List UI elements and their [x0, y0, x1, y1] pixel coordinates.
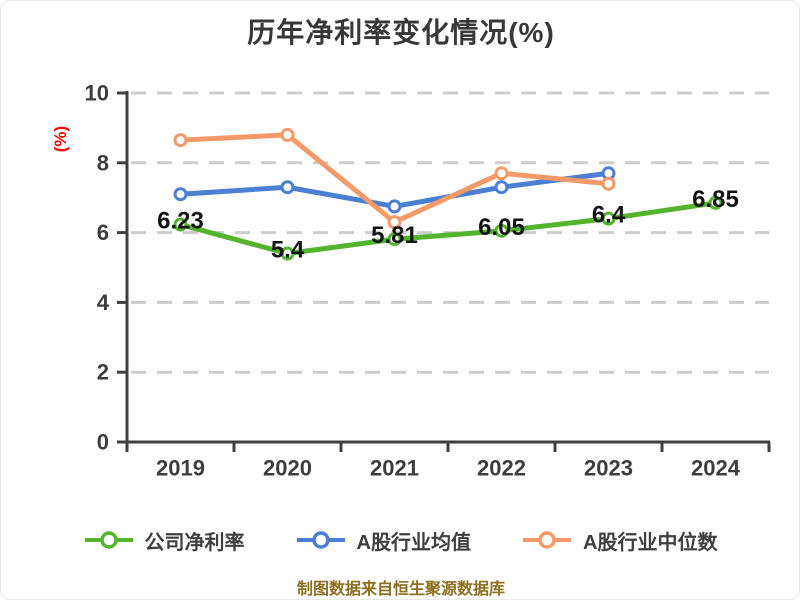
legend-item-label: A股行业中位数: [583, 531, 718, 554]
x-tick-label: 2020: [263, 456, 312, 481]
data-point-marker: [173, 217, 188, 232]
legend-item-company: 公司净利率: [84, 526, 245, 555]
legend-circle: [99, 531, 118, 549]
data-point-label: 6.4: [592, 202, 626, 229]
data-point-marker: [494, 223, 509, 238]
data-point-marker: [387, 215, 402, 230]
chart-title: 历年净利率变化情况(%): [247, 17, 555, 48]
data-point-marker: [387, 199, 402, 214]
series-line: [178, 200, 718, 257]
x-tick-label: 2024: [691, 456, 741, 481]
legend-item-label: 公司净利率: [144, 531, 245, 554]
data-point-marker: [708, 195, 723, 210]
legend: 公司净利率 A股行业均值 A股行业中位数: [1, 519, 799, 561]
data-point-marker: [601, 211, 616, 226]
data-point-label: 6.85: [692, 186, 739, 213]
line-marker-icon: [296, 531, 345, 549]
data-point-marker: [280, 246, 295, 261]
data-point-marker: [387, 232, 402, 247]
data-point-marker: [601, 176, 616, 191]
x-tick-label: 2022: [477, 456, 526, 481]
data-point-label: 5.81: [371, 222, 418, 249]
y-tick-label: 4: [97, 290, 110, 315]
y-tick-label: 0: [97, 430, 109, 455]
y-tick-label: 10: [85, 81, 109, 106]
y-tick-label: 6: [97, 220, 109, 245]
plot-area: 0 2 4 6 8 10 2019 2020 2021 2022 2023 2024 6.23 5.4 5.…: [85, 81, 771, 481]
x-tick-label: 2019: [156, 456, 205, 481]
x-tick-label: 2023: [584, 456, 633, 481]
legend-circle: [311, 531, 330, 549]
legend-circle: [538, 531, 556, 549]
data-point-label: 5.4: [271, 237, 305, 264]
data-point-marker: [494, 166, 509, 181]
y-tick-label: 2: [97, 360, 109, 385]
data-point-marker: [173, 133, 188, 148]
data-point-marker: [494, 180, 509, 195]
data-point-marker: [280, 180, 295, 195]
line-marker-icon: [84, 531, 133, 549]
legend-item-label: A股行业均值: [356, 531, 471, 554]
data-point-label: 6.23: [157, 208, 204, 235]
legend-item-industry-mean: A股行业均值: [296, 526, 471, 555]
legend-item-industry-median: A股行业中位数: [523, 526, 717, 555]
data-source-watermark: 制图数据来自恒生聚源数据库: [296, 581, 505, 598]
line-marker-icon: [523, 531, 571, 549]
x-tick-label: 2021: [370, 456, 419, 481]
y-tick-label: 8: [97, 150, 109, 175]
data-point-marker: [173, 187, 188, 202]
data-point-label: 6.05: [478, 214, 525, 241]
data-point-marker: [280, 127, 295, 142]
